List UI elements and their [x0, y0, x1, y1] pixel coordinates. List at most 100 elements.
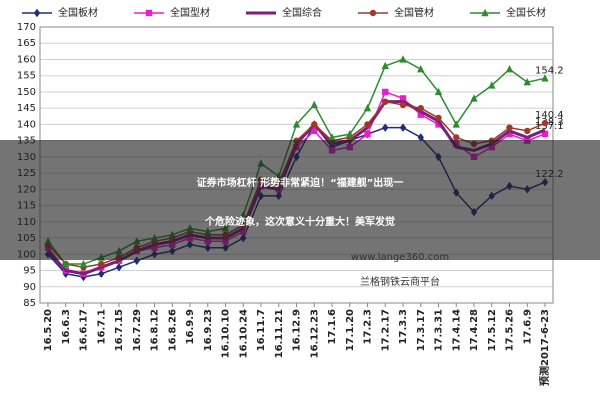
marker [435, 114, 442, 122]
y-tick-label: 95 [23, 266, 36, 277]
x-tick-label: 17.6.9 [522, 309, 533, 344]
marker [79, 259, 88, 268]
marker [453, 134, 460, 141]
legend-label: 全国板材 [58, 6, 98, 19]
banner [0, 140, 600, 260]
legend-marker [369, 9, 377, 17]
marker [417, 65, 425, 73]
x-tick-label: 16.7.29 [132, 309, 143, 351]
marker [399, 101, 407, 109]
x-tick-label: 预测2017-6-23 [538, 309, 551, 386]
marker [311, 127, 318, 135]
x-tick-label: 16.10.24 [238, 309, 249, 358]
marker [98, 260, 105, 268]
x-tick-label: 16.7.15 [114, 309, 125, 351]
marker [292, 120, 301, 128]
marker [328, 133, 336, 141]
data-label: 140.4 [535, 110, 564, 121]
x-tick-label: 17.4.14 [451, 309, 462, 351]
marker [417, 104, 424, 112]
y-tick-label: 90 [23, 282, 36, 293]
marker [452, 120, 460, 128]
legend-label: 全国综合 [282, 6, 322, 19]
marker [417, 111, 424, 118]
x-tick-label: 16.6.3 [61, 309, 72, 344]
headline: 证券市场杠杆 形势非常紧迫！“福建舰”出现一 [197, 176, 404, 189]
marker [488, 81, 496, 89]
marker [364, 121, 371, 128]
x-tick-label: 16.6.17 [79, 309, 90, 351]
x-tick-label: 17.3.17 [416, 309, 427, 351]
x-tick-label: 16.11.7 [256, 309, 267, 351]
marker [541, 119, 549, 127]
marker [115, 263, 123, 272]
legend-label: 全国长材 [506, 6, 546, 19]
marker [541, 130, 549, 138]
legend-label: 全国管材 [394, 6, 434, 19]
marker [524, 127, 531, 135]
marker [382, 88, 389, 96]
x-tick-label: 17.5.12 [487, 309, 498, 351]
x-tick-label: 17.3.31 [434, 309, 445, 351]
marker [470, 94, 478, 102]
marker [346, 129, 354, 138]
x-tick-label: 16.5.20 [43, 309, 54, 351]
marker [62, 259, 70, 268]
y-tick-label: 160 [17, 54, 36, 65]
marker [399, 95, 407, 102]
marker [399, 55, 407, 63]
x-tick-label: 16.8.26 [167, 309, 178, 351]
marker [133, 256, 140, 265]
marker [364, 130, 371, 138]
marker [434, 87, 443, 96]
x-tick-label: 16.12.23 [309, 309, 320, 358]
x-tick-label: 17.1.6 [327, 309, 338, 344]
marker [523, 78, 531, 86]
data-label: 138.3 [535, 117, 564, 128]
x-tick-label: 17.3.3 [398, 309, 409, 344]
x-tick-label: 17.4.28 [469, 309, 480, 351]
legend-marker [145, 9, 153, 17]
y-tick-label: 145 [17, 103, 36, 114]
marker [399, 123, 407, 132]
legend-marker [481, 8, 489, 17]
x-tick-label: 17.2.3 [363, 309, 374, 344]
x-tick-label: 16.12.9 [292, 309, 303, 351]
marker [363, 103, 372, 112]
x-tick-label: 16.9.23 [203, 309, 214, 351]
headline: 个危险迹象，这次意义十分重大！美军发觉 [204, 215, 395, 228]
marker [435, 121, 442, 128]
marker [505, 65, 514, 73]
x-tick-label: 16.8.12 [150, 309, 161, 351]
y-tick-label: 150 [17, 87, 36, 98]
watermark: 兰格钢铁云商平台 [360, 275, 440, 288]
watermark: www.lange360.com [351, 252, 449, 263]
marker [506, 130, 513, 138]
marker [506, 124, 513, 131]
y-tick-label: 140 [17, 119, 36, 130]
data-label: 154.2 [535, 65, 564, 76]
legend-marker [33, 8, 41, 18]
marker [381, 61, 389, 70]
x-tick-label: 16.7.1 [96, 309, 107, 344]
marker [310, 100, 318, 109]
data-label: 137.1 [535, 121, 564, 132]
marker [382, 98, 389, 105]
x-tick-label: 16.9.9 [185, 309, 196, 344]
marker [382, 123, 389, 132]
marker [98, 269, 105, 278]
y-tick-label: 155 [17, 71, 36, 82]
x-tick-label: 16.10.10 [221, 309, 232, 358]
marker [417, 133, 424, 142]
x-tick-label: 16.11.21 [274, 309, 285, 358]
y-tick-label: 170 [17, 22, 36, 33]
x-tick-label: 17.1.20 [345, 309, 356, 351]
y-tick-label: 85 [23, 298, 36, 309]
legend-label: 全国型材 [170, 6, 210, 19]
y-tick-label: 165 [17, 38, 36, 49]
x-tick-label: 17.5.26 [505, 309, 516, 351]
marker [311, 121, 318, 128]
marker [541, 74, 549, 82]
x-tick-label: 17.2.17 [380, 309, 391, 351]
